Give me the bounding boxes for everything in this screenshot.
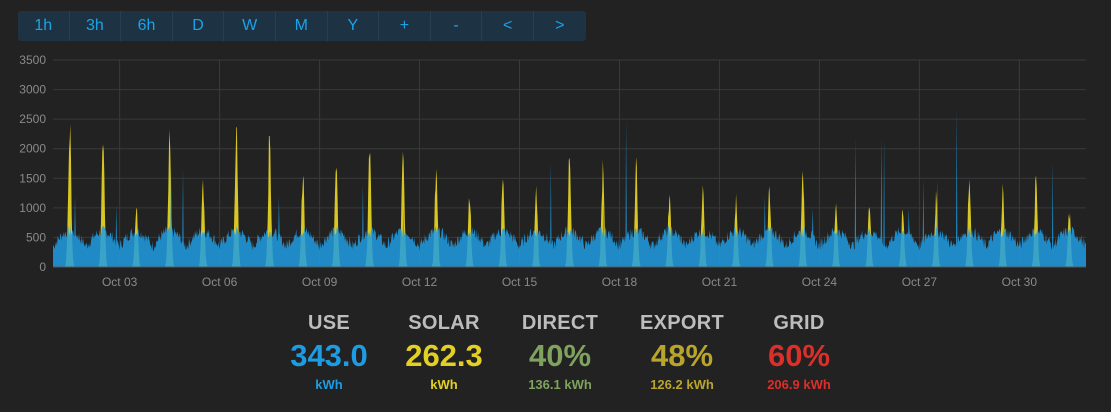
solar-series-area <box>53 124 1086 267</box>
time-range-toolbar: 1h 3h 6h D W M Y + - < > <box>18 11 586 41</box>
stat-solar: SOLAR 262.3 kWh <box>379 312 509 392</box>
power-chart[interactable]: 0 500 1000 1500 2000 2500 3000 3500 Oct 03 Oct 06… <box>0 50 1111 295</box>
x-tick-label: Oct 21 <box>702 275 738 289</box>
x-tick-label: Oct 15 <box>502 275 538 289</box>
y-tick-label: 0 <box>39 260 46 274</box>
zoom-in-button[interactable]: + <box>379 11 431 41</box>
stat-direct: DIRECT 40% 136.1 kWh <box>495 312 625 392</box>
stat-solar-value: 262.3 <box>405 338 483 373</box>
chart-series <box>53 107 1086 267</box>
stat-grid-kwh: 206.9 kWh <box>767 377 831 392</box>
stat-direct-kwh: 136.1 kWh <box>528 377 592 392</box>
stat-solar-label: SOLAR <box>408 312 480 334</box>
y-tick-label: 1000 <box>19 201 46 215</box>
y-tick-label: 3500 <box>19 53 46 67</box>
x-tick-label: Oct 09 <box>302 275 338 289</box>
pan-right-button[interactable]: > <box>555 17 565 34</box>
stat-export-kwh: 126.2 kWh <box>650 377 714 392</box>
x-tick-label: Oct 06 <box>202 275 238 289</box>
range-3h-button[interactable]: 3h <box>70 11 122 41</box>
stat-grid-value: 60% <box>767 338 831 373</box>
y-tick-label: 500 <box>26 230 46 244</box>
stat-grid-label: GRID <box>773 312 825 334</box>
stat-direct-label: DIRECT <box>521 312 599 334</box>
chart-axes: 0 500 1000 1500 2000 2500 3000 3500 Oct 03 Oct 06… <box>19 53 1086 289</box>
stat-direct-value: 40% <box>528 338 592 373</box>
y-tick-label: 2000 <box>19 142 46 156</box>
stat-export: EXPORT 48% 126.2 kWh <box>617 312 747 392</box>
range-month-button[interactable]: M <box>276 11 328 41</box>
range-week-button[interactable]: W <box>224 11 276 41</box>
stat-use-value: 343.0 <box>290 338 368 373</box>
stat-solar-unit: kWh <box>430 377 458 392</box>
range-day-button[interactable]: D <box>173 11 225 41</box>
range-1h-button[interactable]: 1h <box>18 11 70 41</box>
stat-grid: GRID 60% 206.9 kWh <box>734 312 864 392</box>
x-tick-label: Oct 24 <box>802 275 838 289</box>
range-year-button[interactable]: Y <box>328 11 380 41</box>
stat-export-label: EXPORT <box>639 312 725 334</box>
stat-use-unit: kWh <box>315 377 343 392</box>
y-tick-label: 3000 <box>19 83 46 97</box>
y-tick-label: 2500 <box>19 112 46 126</box>
zoom-out-button[interactable]: - <box>431 11 483 41</box>
summary-stats: USE 343.0 kWh SOLAR 262.3 kWh DIRECT 40%… <box>0 312 1111 412</box>
y-tick-label: 1500 <box>19 171 46 185</box>
stat-use: USE 343.0 kWh <box>264 312 394 392</box>
use-series-area <box>53 107 1086 267</box>
x-tick-label: Oct 18 <box>602 275 638 289</box>
range-6h-button[interactable]: 6h <box>121 11 173 41</box>
pan-left-button[interactable]: < <box>482 11 534 41</box>
x-tick-label: Oct 12 <box>402 275 438 289</box>
x-tick-label: Oct 27 <box>902 275 938 289</box>
chart-grid <box>53 59 1086 268</box>
x-tick-label: Oct 03 <box>102 275 138 289</box>
x-tick-label: Oct 30 <box>1002 275 1038 289</box>
stat-export-value: 48% <box>650 338 714 373</box>
stat-use-label: USE <box>307 312 351 334</box>
